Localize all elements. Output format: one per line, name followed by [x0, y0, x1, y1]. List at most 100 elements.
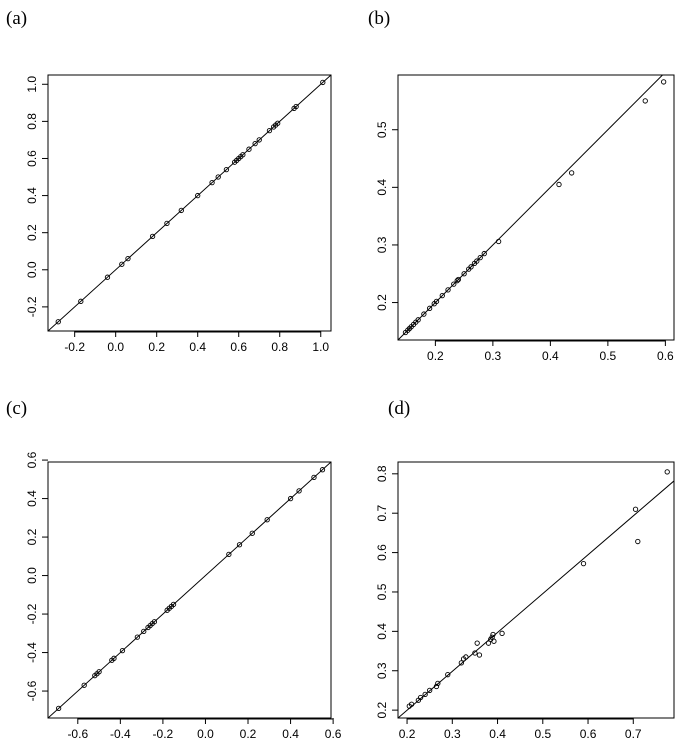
panel-d-y-tick-label: 0.8 [375, 465, 389, 482]
panel-a-y-tick-label: 0.8 [25, 113, 39, 130]
panel-d-y-tick-label: 0.6 [375, 544, 389, 561]
panel-label-a: (a) [6, 8, 28, 29]
panel-a-data-point [275, 120, 281, 126]
panel-c-data-point [249, 530, 255, 536]
panel-d-data-point [463, 654, 469, 660]
panel-a-x-tick-label: 0.2 [148, 340, 165, 354]
panel-c-data-point [151, 619, 158, 625]
panel-c-data-point [141, 628, 147, 635]
panel-a-x-tick-label: 0.0 [107, 340, 124, 354]
panel-d-data-point [435, 680, 441, 686]
panel-c-plot-frame [47, 461, 332, 719]
panel-c-y-tick-label: -0.6 [25, 680, 39, 701]
panel-label-d: (d) [388, 398, 411, 419]
panel-c-y-tick-label: 0.4 [25, 490, 39, 507]
panel-b-data-point [481, 250, 487, 257]
panel-d-y-tick-label: 0.4 [375, 623, 389, 640]
panel-label-c: (c) [6, 398, 28, 419]
panel-a-data-point [223, 166, 230, 173]
panel-d-data-point [499, 630, 505, 636]
panel-d-x-tick-label: 0.3 [444, 727, 461, 741]
panel-d-data-point [635, 538, 641, 545]
panel-a-x-tick-label: 1.0 [312, 340, 329, 354]
panel-b-y-tick-label: 0.3 [375, 236, 389, 253]
panel-a-data-point [104, 274, 111, 280]
panel-b-reference-line [398, 75, 664, 340]
panel-b-data-point [426, 305, 433, 311]
panel-d-data-point [485, 640, 492, 646]
panel-b-data-point [455, 276, 462, 283]
panel-d-data-point [445, 672, 451, 678]
panel-c-data-point [319, 467, 326, 473]
panel-a-reference-line [48, 75, 331, 331]
panel-a-data-point [149, 233, 156, 240]
panel-b-x-tick-label: 0.2 [427, 349, 444, 363]
panel-c-data-point [287, 495, 294, 502]
panel-c-x-tick-label: -0.2 [153, 727, 174, 741]
panel-a-data-point [252, 140, 258, 147]
panel-d-reference-line [398, 480, 674, 718]
panel-b-x-tick-label: 0.5 [600, 349, 617, 363]
panel-c-data-point [119, 647, 126, 654]
panel-c-data-point [134, 634, 141, 640]
panel-b-data-point [556, 181, 562, 188]
panel-c-data-point [55, 705, 62, 712]
panel-c-x-tick-label: 0.2 [240, 727, 257, 741]
panel-d-data-point [474, 640, 480, 646]
panel-d-data-point [458, 660, 464, 666]
panel-c-data-point [226, 551, 232, 558]
panel-a-x-tick-label: -0.2 [64, 340, 85, 354]
panel-d-data-point [422, 691, 428, 698]
panel-c-y-tick-label: 0.0 [25, 567, 39, 584]
panel-d-data-point [632, 506, 639, 512]
panel-a-data-point [240, 152, 246, 158]
panel-a-data-point [119, 261, 125, 267]
panel-d-data-point [580, 560, 587, 567]
panel-c-y-tick-label: 0.2 [25, 528, 39, 545]
panel-c-data-point [264, 517, 270, 523]
panel-b-data-point [569, 170, 575, 176]
panel-b-data-point [451, 281, 457, 287]
panel-d-data-point [491, 638, 497, 644]
panel-c-y-tick-label: -0.4 [25, 642, 39, 663]
panel-c-y-tick-label: 0.6 [25, 451, 39, 468]
panel-a-x-tick-label: 0.4 [189, 340, 206, 354]
panel-d-data-point [664, 469, 670, 475]
panel-d-x-tick-label: 0.6 [580, 727, 597, 741]
panel-a-data-point [78, 298, 84, 304]
panel-a-y-tick-label: 0.0 [25, 261, 39, 278]
panel-b-x-tick-label: 0.3 [485, 349, 502, 363]
panel-d-plot-frame [397, 461, 675, 719]
panel-d-x-tick-label: 0.7 [625, 727, 642, 741]
panel-d-x-tick-label: 0.5 [534, 727, 551, 741]
panel-a-y-tick-label: -0.2 [25, 296, 39, 317]
panel-b-y-tick-label: 0.5 [375, 121, 389, 138]
panel-a-plot-frame [47, 74, 332, 332]
panel-a-y-tick-label: 1.0 [25, 76, 39, 93]
panel-d-y-tick-label: 0.7 [375, 505, 389, 522]
panel-b-y-tick-label: 0.2 [375, 294, 389, 311]
panel-a-x-tick-label: 0.8 [271, 340, 288, 354]
panel-d-data-point [476, 652, 483, 658]
panel-c-data-point [81, 682, 87, 688]
panel-d-x-tick-label: 0.4 [489, 727, 506, 741]
panel-a-data-point [125, 256, 131, 262]
panel-c-x-tick-label: -0.6 [67, 727, 88, 741]
panel-c-data-point [170, 601, 177, 608]
panel-d-y-tick-label: 0.3 [375, 662, 389, 679]
panel-c-data-point [236, 542, 243, 548]
panel-b-plot-frame [397, 74, 675, 341]
panel-c-x-tick-label: -0.4 [110, 727, 131, 741]
panel-a-y-tick-label: 0.6 [25, 150, 39, 167]
panel-a-data-point [215, 174, 221, 180]
panel-a-data-point [256, 137, 262, 143]
panel-b-data-point [454, 278, 460, 284]
panel-d-data-point [490, 631, 496, 638]
panel-c-x-tick-label: 0.0 [197, 727, 214, 741]
panel-c-y-tick-label: -0.2 [25, 603, 39, 624]
panel-b-data-point [474, 258, 480, 264]
panel-b-data-point [495, 238, 502, 245]
panel-d-y-tick-label: 0.2 [375, 701, 389, 718]
panel-d-data-point [433, 683, 440, 690]
